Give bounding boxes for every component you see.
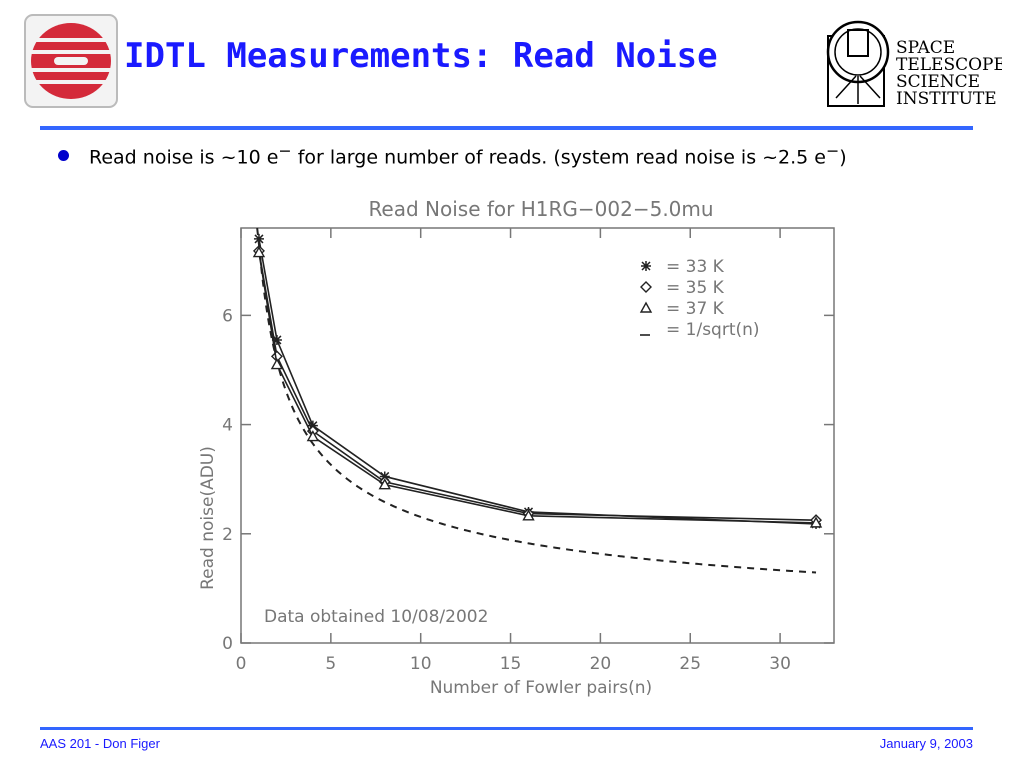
data-point-asterisk	[271, 334, 282, 345]
logo-text-telescope: TELESCOPE	[896, 55, 1002, 75]
legend-label: = 37 K	[666, 299, 725, 319]
x-tick-label: 0	[236, 654, 247, 674]
bullet-superscript-2: −	[826, 141, 840, 161]
logo-text-space: SPACE	[896, 38, 955, 58]
x-tick-label: 30	[769, 654, 791, 674]
bullet-text-end: )	[839, 146, 847, 169]
y-tick-label: 6	[222, 306, 233, 326]
legend-marker-triangle	[639, 301, 653, 313]
bullet-text-main: Read noise is ~10 e	[89, 146, 279, 169]
y-tick-label: 0	[222, 634, 233, 654]
data-point-triangle	[522, 509, 535, 521]
footer-divider	[40, 727, 973, 730]
x-tick-label: 5	[325, 654, 336, 674]
read-noise-chart: Read Noise for H1RG−002−5.0mu Number of …	[198, 197, 835, 698]
legend-label: = 33 K	[666, 257, 725, 277]
x-tick-label: 20	[590, 654, 612, 674]
bullet-superscript-1: −	[278, 141, 292, 161]
x-tick-label: 15	[500, 654, 522, 674]
plot-frame	[240, 227, 835, 644]
y-tick-label: 2	[222, 525, 233, 545]
series-line-triangle	[258, 252, 817, 524]
footer-date: January 9, 2003	[879, 736, 973, 751]
x-tick-label: 25	[679, 654, 701, 674]
logo-text-institute: INSTITUTE	[896, 89, 997, 109]
data-point-triangle	[270, 358, 284, 370]
data-point-asterisk	[253, 233, 264, 244]
bullet-item: Read noise is ~10 e− for large number of…	[58, 140, 847, 170]
legend-label: = 35 K	[666, 278, 725, 298]
x-tick-label: 10	[410, 654, 432, 674]
data-point-triangle	[252, 246, 266, 258]
data-point-triangle	[809, 516, 823, 528]
series-line-diamond	[258, 250, 817, 521]
logo-text-science: SCIENCE	[896, 72, 980, 92]
legend-marker-diamond	[640, 281, 652, 293]
series-line-1-sqrt-n	[256, 227, 817, 574]
data-date-annotation: Data obtained 10/08/2002	[264, 607, 488, 627]
y-tick-label: 4	[222, 416, 233, 436]
stsci-institute-logo-icon: SPACE TELESCOPE SCIENCE INSTITUTE	[826, 20, 1002, 109]
bullet-text-mid: for large number of reads. (system read …	[291, 146, 827, 169]
data-point-triangle	[378, 478, 391, 490]
bullet-text: Read noise is ~10 e− for large number of…	[89, 141, 847, 168]
slide-title: IDTL Measurements: Read Noise	[124, 36, 718, 76]
stsci-red-logo-icon	[24, 14, 118, 108]
header-divider	[40, 126, 973, 130]
bullet-dot-icon	[58, 149, 69, 161]
legend-label: = 1/sqrt(n)	[666, 320, 760, 340]
chart-title: Read Noise for H1RG−002−5.0mu	[368, 197, 713, 221]
data-point-triangle	[306, 430, 320, 442]
footer-author: AAS 201 - Don Figer	[40, 736, 160, 751]
series-line-asterisk	[258, 238, 817, 525]
legend-marker-asterisk	[641, 261, 651, 271]
y-axis-label: Read noise(ADU)	[198, 446, 218, 590]
x-axis-label: Number of Fowler pairs(n)	[430, 678, 652, 698]
